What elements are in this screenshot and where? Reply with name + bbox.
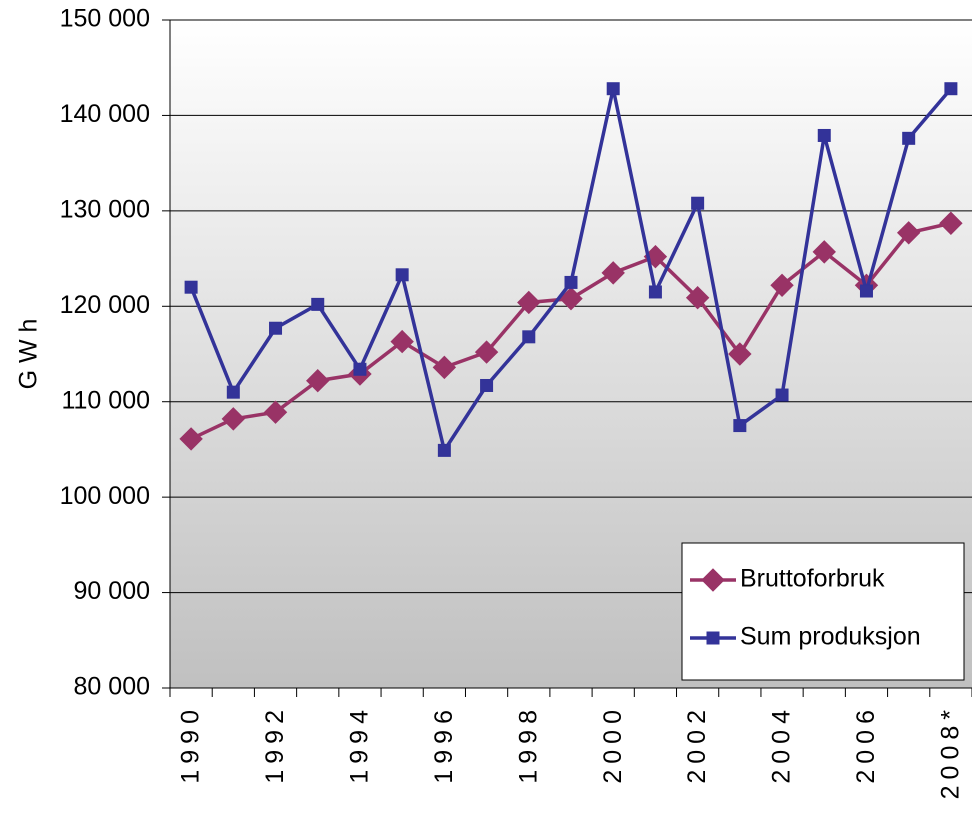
x-tick-label: 2008* [937,704,965,799]
point [770,273,794,297]
legend-label: Bruttoforbruk [740,565,885,593]
point [896,221,921,245]
y-tick-label: 150 000 [60,5,150,33]
x-tick-label: 2002 [683,704,711,784]
point [944,82,958,96]
legend-marker [701,568,725,592]
point [390,329,414,354]
point [812,240,836,264]
point [685,285,710,310]
point [263,400,288,424]
x-tick-label: 1990 [177,704,205,784]
x-tick-label: 2000 [599,704,627,784]
point [606,82,620,96]
point [269,321,283,335]
point [432,355,457,380]
point [226,385,240,399]
point [859,284,873,298]
y-tick-label: 120 000 [60,291,150,319]
point [474,340,499,364]
point [728,342,752,366]
point [902,131,916,145]
point [648,285,662,299]
y-tick-label: 130 000 [60,195,150,223]
point [221,407,246,431]
point [184,280,198,294]
point [306,369,330,393]
point [353,362,367,376]
y-tick-label: 100 000 [60,482,150,510]
legend-label: Sum produksjon [740,623,921,651]
point [517,290,541,315]
x-tick-label: 1994 [346,704,374,784]
point [564,275,578,289]
point [311,297,325,311]
x-tick-label: 1996 [430,704,458,784]
x-tick-label: 2006 [852,704,880,784]
point [437,443,451,457]
point [733,419,747,433]
point [601,261,625,285]
legend-marker [706,631,720,645]
y-axis-label: G W h [15,319,43,390]
point [522,330,536,344]
x-tick-label: 1998 [514,704,542,784]
y-tick-label: 80 000 [74,673,150,701]
y-tick-label: 110 000 [61,386,150,414]
point [480,378,494,392]
point [559,286,583,311]
legend [681,542,965,681]
x-tick-label: 1992 [261,704,289,784]
point [179,427,203,451]
point [939,211,963,235]
point [775,388,789,402]
y-tick-label: 140 000 [60,100,150,128]
point [817,128,831,142]
x-tick-label: 2004 [768,704,796,784]
point [395,268,409,282]
y-tick-label: 90 000 [74,577,150,605]
point [691,196,705,210]
